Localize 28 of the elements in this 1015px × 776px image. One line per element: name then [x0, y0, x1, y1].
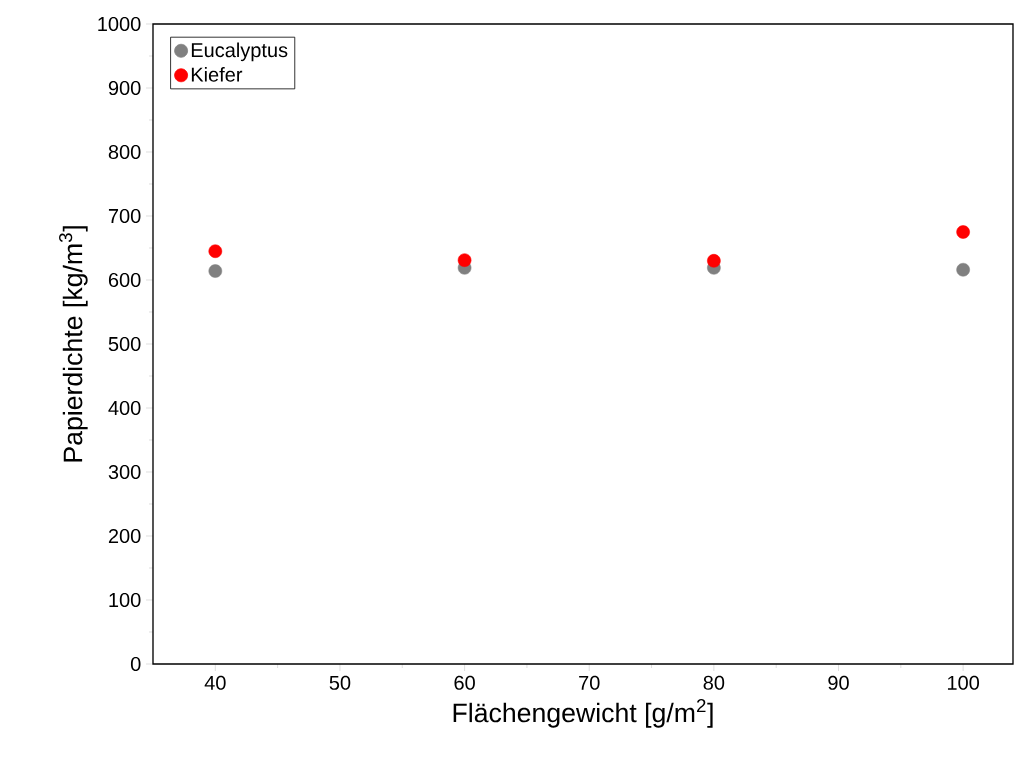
y-tick-label: 900 — [108, 80, 141, 96]
x-tick-label: 40 — [204, 675, 226, 690]
y-tick-label: 300 — [108, 464, 141, 480]
y-tick-label: 600 — [108, 272, 141, 288]
point — [457, 253, 472, 267]
y-tick-label: 800 — [108, 144, 141, 160]
point — [707, 254, 721, 268]
point — [208, 244, 223, 258]
x-axis-title: Flächengewicht [g/m$^{2}$] — [453, 699, 713, 728]
y-tick-label: 0 — [130, 656, 141, 672]
y-axis-title: Papierdichte [kg/m$^{3}$] — [59, 226, 88, 462]
y-tick-label: 400 — [108, 400, 141, 416]
y-tick-label: 1000 — [98, 16, 141, 32]
legend-label: Eucalyptus — [191, 42, 288, 62]
x-tick-label: 60 — [454, 675, 475, 690]
point — [956, 262, 970, 277]
x-tick-label: 80 — [703, 675, 725, 690]
y-tick-label: 700 — [108, 208, 141, 224]
point — [208, 264, 223, 278]
x-tick-label: 90 — [828, 675, 849, 690]
y-tick-label: 500 — [108, 336, 141, 352]
y-tick-label: 200 — [108, 528, 141, 544]
x-tick-label: 70 — [579, 675, 600, 690]
x-tick-label: 100 — [947, 675, 980, 690]
y-tick-label: 100 — [109, 592, 141, 608]
legend-label: Kiefer — [191, 67, 243, 82]
point — [956, 225, 970, 239]
x-tick-label: 50 — [329, 675, 351, 690]
